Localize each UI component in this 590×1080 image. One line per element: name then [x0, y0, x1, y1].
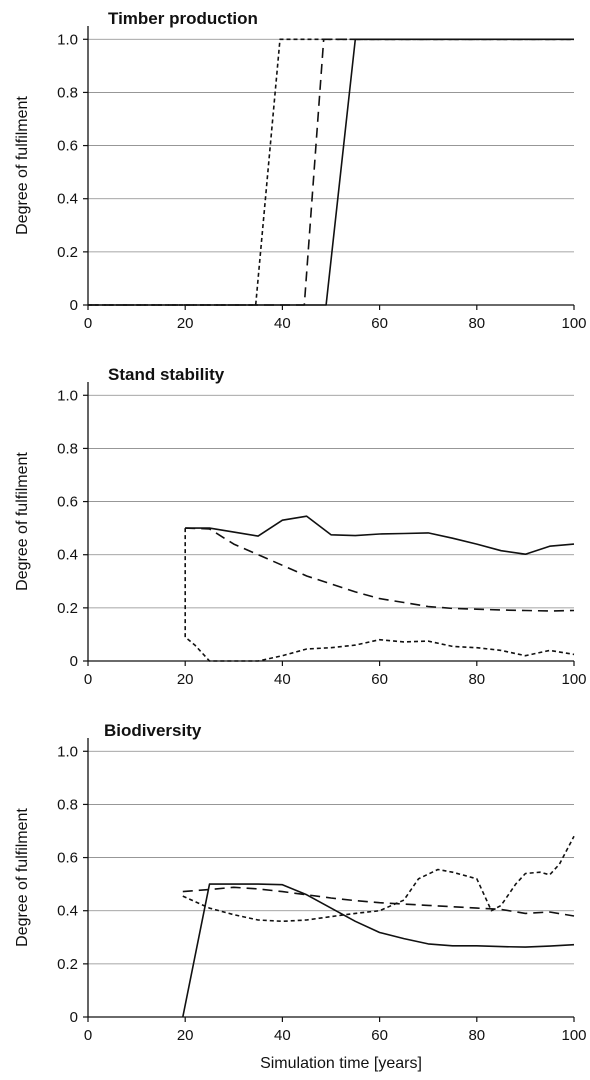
series-line-solid: [182, 883, 575, 1018]
x-tick-label: 80: [468, 315, 485, 332]
y-axis-label: Degree of fulfilment: [14, 808, 31, 947]
chart-title: Stand stability: [108, 365, 225, 384]
series-line-dotted: [182, 835, 575, 923]
y-axis-label: Degree of fulfilment: [14, 452, 31, 591]
series-line-dashed: [182, 886, 575, 917]
x-tick-label: 20: [177, 315, 194, 332]
x-tick-label: 40: [274, 315, 291, 332]
y-tick-label: 1.0: [57, 387, 78, 404]
x-tick-label: 80: [468, 1027, 485, 1044]
x-tick-label: 0: [84, 671, 92, 688]
y-tick-label: 0.2: [57, 956, 78, 973]
chart-panel-1: 0 0.2 0.4 0.6 0.8 1.0 0 20 40 60 80 100 Timber produ…: [14, 9, 587, 332]
x-tick-label: 60: [371, 1027, 388, 1044]
x-tick-label: 40: [274, 1027, 291, 1044]
series-line-solid: [185, 515, 575, 556]
x-tick-label: 60: [371, 671, 388, 688]
x-tick-label: 60: [371, 315, 388, 332]
x-tick-label: 80: [468, 671, 485, 688]
x-tick-label: 100: [561, 315, 586, 332]
y-tick-label: 0.6: [57, 138, 78, 155]
y-tick-label: 0: [70, 653, 78, 670]
y-tick-label: 0.8: [57, 796, 78, 813]
chart-panel-2: 0 0.2 0.4 0.6 0.8 1.0 0 20 40 60 80 100 Stand stabil…: [14, 365, 587, 688]
y-axis-label: Degree of fulfilment: [14, 96, 31, 235]
y-tick-label: 0: [70, 297, 78, 314]
y-tick-label: 0.4: [57, 903, 78, 920]
y-tick-label: 0: [70, 1009, 78, 1026]
y-tick-label: 0.6: [57, 494, 78, 511]
y-tick-label: 1.0: [57, 31, 78, 48]
series-line-dashed: [185, 527, 575, 612]
y-tick-label: 0.8: [57, 440, 78, 457]
y-tick-label: 1.0: [57, 743, 78, 760]
x-tick-label: 100: [561, 1027, 586, 1044]
x-axis-label: Simulation time [years]: [260, 1055, 422, 1072]
y-tick-label: 0.8: [57, 84, 78, 101]
chart-title: Timber production: [108, 9, 258, 28]
series-line-solid: [88, 38, 574, 306]
y-tick-label: 0.2: [57, 244, 78, 261]
y-tick-label: 0.2: [57, 600, 78, 617]
y-tick-label: 0.4: [57, 191, 78, 208]
series-line-dotted: [184, 528, 575, 662]
x-tick-label: 20: [177, 671, 194, 688]
x-tick-label: 40: [274, 671, 291, 688]
x-tick-label: 100: [561, 671, 586, 688]
y-tick-label: 0.4: [57, 547, 78, 564]
chart-panel-3: 0 0.2 0.4 0.6 0.8 1.0 0 20 40 60 80 100 Biodiversity…: [14, 721, 587, 1072]
x-tick-label: 0: [84, 1027, 92, 1044]
x-tick-label: 0: [84, 315, 92, 332]
series-line-dotted: [88, 38, 574, 306]
y-tick-label: 0.6: [57, 850, 78, 867]
x-tick-label: 20: [177, 1027, 194, 1044]
chart-title: Biodiversity: [104, 721, 202, 740]
